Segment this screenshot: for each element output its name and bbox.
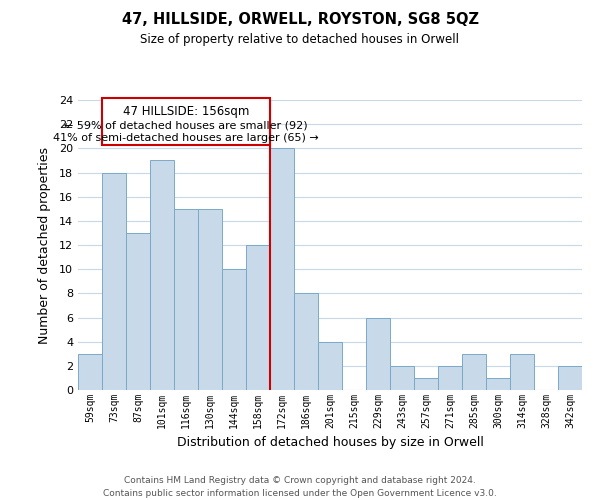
Text: Contains public sector information licensed under the Open Government Licence v3: Contains public sector information licen… bbox=[103, 489, 497, 498]
Bar bbox=[222, 269, 246, 390]
Bar bbox=[558, 366, 582, 390]
Text: Contains HM Land Registry data © Crown copyright and database right 2024.: Contains HM Land Registry data © Crown c… bbox=[124, 476, 476, 485]
Bar bbox=[390, 366, 414, 390]
Bar bbox=[366, 318, 390, 390]
Bar bbox=[150, 160, 174, 390]
Bar bbox=[126, 233, 150, 390]
Bar bbox=[198, 209, 222, 390]
FancyBboxPatch shape bbox=[103, 98, 269, 144]
Bar bbox=[246, 245, 270, 390]
X-axis label: Distribution of detached houses by size in Orwell: Distribution of detached houses by size … bbox=[176, 436, 484, 450]
Bar bbox=[318, 342, 342, 390]
Text: 41% of semi-detached houses are larger (65) →: 41% of semi-detached houses are larger (… bbox=[53, 133, 319, 143]
Bar bbox=[174, 209, 198, 390]
Text: ← 59% of detached houses are smaller (92): ← 59% of detached houses are smaller (92… bbox=[64, 120, 308, 130]
Bar bbox=[294, 294, 318, 390]
Bar bbox=[414, 378, 438, 390]
Bar bbox=[462, 354, 486, 390]
Y-axis label: Number of detached properties: Number of detached properties bbox=[38, 146, 50, 344]
Bar bbox=[510, 354, 534, 390]
Bar bbox=[102, 172, 126, 390]
Bar bbox=[270, 148, 294, 390]
Bar bbox=[438, 366, 462, 390]
Bar bbox=[78, 354, 102, 390]
Text: 47, HILLSIDE, ORWELL, ROYSTON, SG8 5QZ: 47, HILLSIDE, ORWELL, ROYSTON, SG8 5QZ bbox=[121, 12, 479, 28]
Text: 47 HILLSIDE: 156sqm: 47 HILLSIDE: 156sqm bbox=[123, 104, 249, 118]
Bar bbox=[486, 378, 510, 390]
Text: Size of property relative to detached houses in Orwell: Size of property relative to detached ho… bbox=[140, 32, 460, 46]
